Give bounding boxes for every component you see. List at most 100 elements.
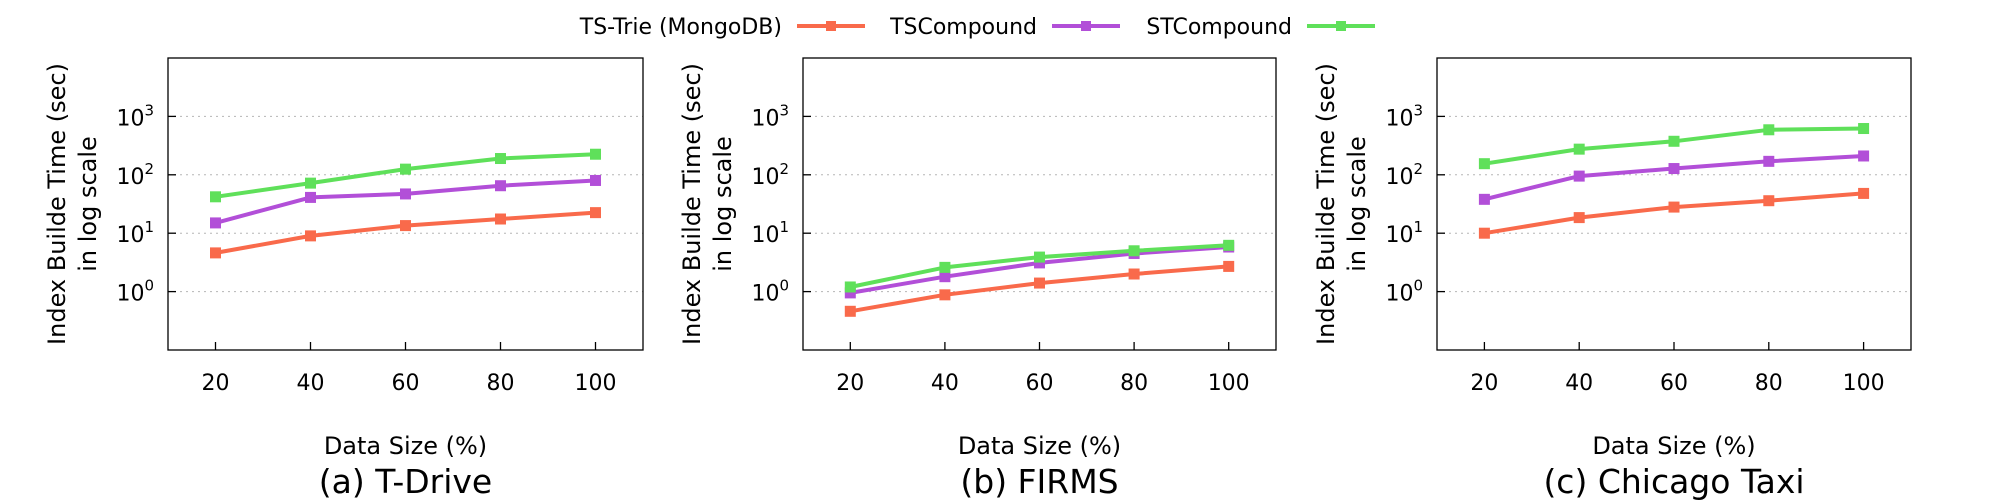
y-tick-exponent: 1 [779,218,789,236]
y-tick-exponent: 0 [144,277,154,295]
y-tick-exponent: 3 [779,101,789,119]
y-axis-label-line2: in log scale [74,136,102,272]
data-point [1763,155,1775,167]
data-point [1668,163,1680,175]
legend-label: STCompound [1146,15,1292,40]
data-point [305,177,316,189]
data-point [844,305,856,317]
data-point [844,281,856,293]
data-point [1223,260,1235,272]
y-tick-base: 10 [116,223,144,248]
y-tick-base: 10 [116,165,144,190]
data-point [1478,193,1490,205]
legend-item: TSCompound [889,15,1120,40]
y-tick-base: 10 [751,282,779,307]
data-point [400,163,411,175]
y-tick-base: 10 [1385,106,1413,131]
legend-label: TS-Trie (MongoDB) [579,15,782,40]
y-tick-label: 100 [1385,277,1423,307]
data-point [939,271,951,283]
data-point [844,287,856,299]
legend-item: TS-Trie (MongoDB) [579,15,865,40]
y-tick-base: 10 [751,223,779,248]
data-point [1223,239,1235,251]
data-point [1763,195,1775,207]
y-tick-label: 102 [751,160,789,190]
y-tick-label: 103 [116,101,154,131]
data-point [495,213,506,225]
data-point [1573,212,1585,224]
series [1478,187,1870,239]
y-tick-base: 10 [751,165,779,190]
x-tick-label: 60 [1660,371,1688,396]
x-tick-label: 80 [1755,371,1783,396]
x-axis-label: Data Size (%) [1592,432,1755,460]
data-point [1128,245,1140,257]
data-point [210,217,221,229]
legend: TS-Trie (MongoDB) TSCompound STCompound [579,15,1375,40]
series [1478,123,1870,170]
y-axis-label: Index Builde Time (sec) [1312,63,1340,345]
data-point [400,220,411,232]
data-point [1858,187,1870,199]
data-point [1034,251,1045,263]
series [844,239,1235,293]
x-tick-label: 20 [202,371,230,396]
data-point [1034,277,1045,289]
data-point [1573,170,1585,182]
series-line [1484,191,1864,236]
legend-item: STCompound [1146,15,1375,40]
data-point [210,247,221,259]
y-tick-base: 10 [116,106,144,131]
data-point [210,191,221,203]
x-tick-label: 60 [392,371,420,396]
x-tick-label: 20 [1470,371,1498,396]
data-point [1858,150,1870,162]
data-point [305,230,316,242]
y-tick-label: 101 [116,218,154,248]
y-axis-label: Index Builde Time (sec) [678,63,706,345]
data-point [1858,123,1870,135]
legend-label: TSCompound [889,15,1037,40]
y-tick-exponent: 3 [1413,101,1423,119]
x-tick-label: 20 [836,371,864,396]
series [210,207,601,259]
data-point [1034,257,1045,269]
series-line [215,210,596,255]
y-tick-label: 102 [1385,160,1423,190]
subplot-caption: (a) T-Drive [319,462,492,500]
y-tick-exponent: 2 [144,160,154,178]
y-tick-label: 101 [1385,218,1423,248]
x-tick-label: 40 [297,371,325,396]
y-tick-exponent: 2 [1413,160,1423,178]
data-point [1128,268,1140,280]
x-tick-label: 80 [1120,371,1148,396]
data-point [305,191,316,203]
data-point [1668,201,1680,213]
data-point [590,207,601,219]
x-tick-label: 40 [931,371,959,396]
data-point [590,148,601,160]
data-point [1573,143,1585,155]
data-point [1478,227,1490,239]
subplot-caption: (b) FIRMS [960,462,1118,500]
x-axis-label: Data Size (%) [324,432,487,460]
data-point [1668,135,1680,147]
y-tick-label: 102 [116,160,154,190]
series [210,174,601,229]
x-tick-label: 60 [1026,371,1054,396]
x-axis-label: Data Size (%) [958,432,1121,460]
y-tick-base: 10 [1385,282,1413,307]
x-tick-label: 40 [1565,371,1593,396]
y-axis-label: Index Builde Time (sec) [43,63,71,345]
series [844,260,1235,317]
y-tick-exponent: 0 [779,277,789,295]
data-point [495,180,506,192]
data-point [1763,124,1775,136]
subplot-caption: (c) Chicago Taxi [1543,462,1804,500]
series [1478,150,1870,205]
y-tick-label: 101 [751,218,789,248]
